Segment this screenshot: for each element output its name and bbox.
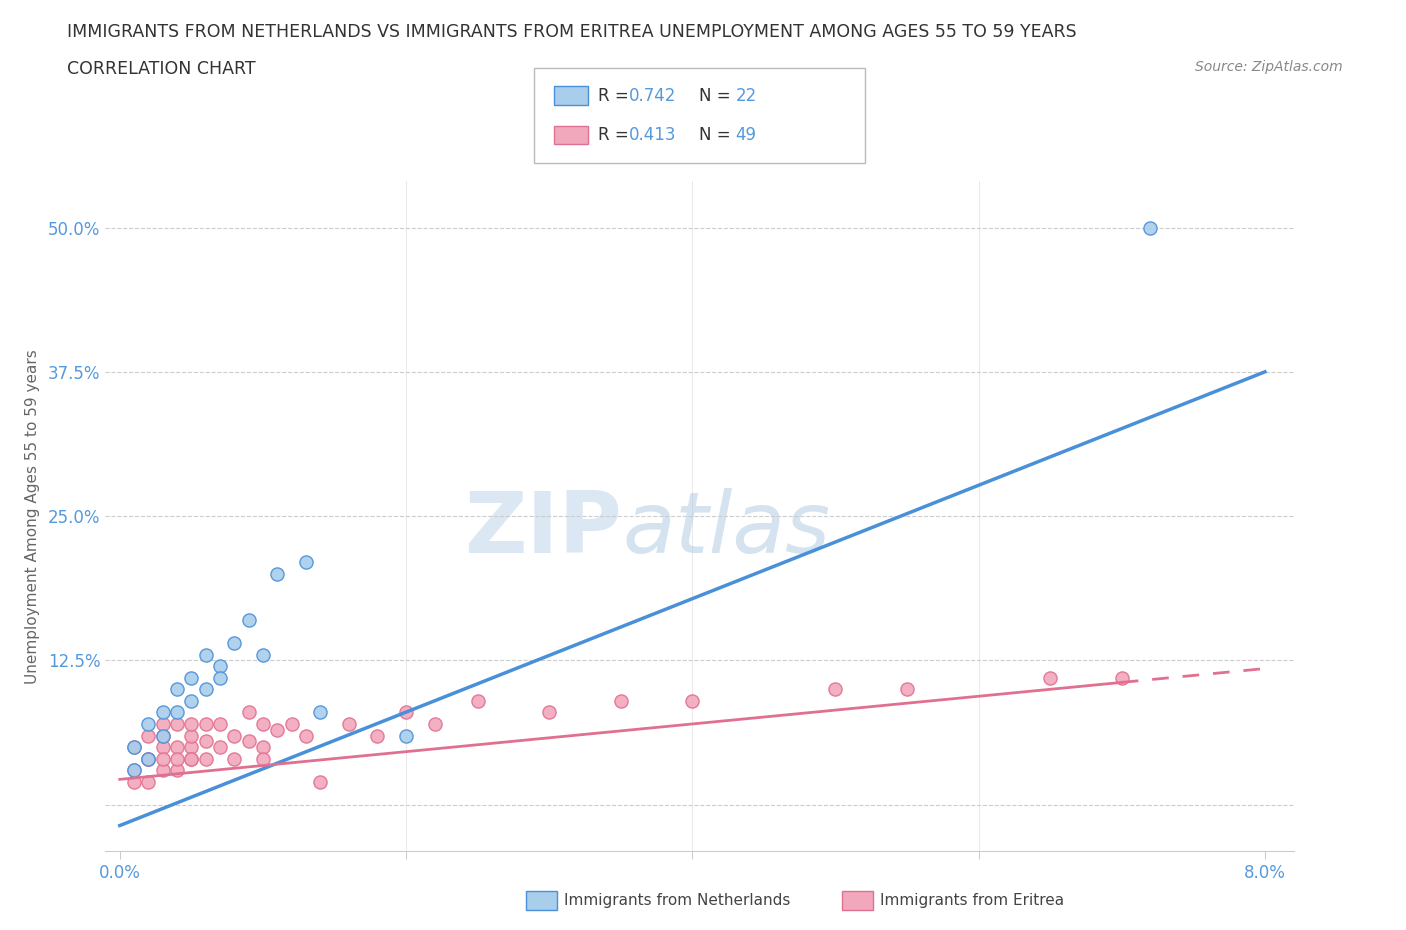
Point — [180, 728, 202, 743]
Point — [166, 751, 188, 766]
Point — [138, 775, 160, 790]
Text: Source: ZipAtlas.com: Source: ZipAtlas.com — [1195, 60, 1343, 74]
Point — [1111, 671, 1133, 685]
Text: atlas: atlas — [623, 488, 831, 571]
Point — [122, 763, 145, 777]
Point — [166, 716, 188, 731]
Point — [208, 739, 231, 754]
Point — [467, 694, 489, 709]
Point — [208, 671, 231, 685]
Point — [152, 705, 174, 720]
Text: Immigrants from Eritrea: Immigrants from Eritrea — [880, 893, 1064, 908]
Point — [166, 739, 188, 754]
Text: N =: N = — [699, 86, 735, 105]
Point — [824, 682, 846, 697]
Point — [295, 728, 318, 743]
Point — [266, 723, 288, 737]
Point — [395, 705, 418, 720]
Point — [180, 694, 202, 709]
Point — [208, 716, 231, 731]
Point — [224, 728, 246, 743]
Point — [266, 566, 288, 581]
Point — [152, 751, 174, 766]
Point — [395, 728, 418, 743]
Point — [122, 763, 145, 777]
Point — [252, 647, 274, 662]
Point — [252, 739, 274, 754]
Text: R =: R = — [598, 126, 634, 144]
Point — [423, 716, 446, 731]
Point — [152, 763, 174, 777]
Point — [224, 636, 246, 651]
Point — [122, 775, 145, 790]
Point — [138, 728, 160, 743]
Text: ZIP: ZIP — [464, 488, 623, 571]
Point — [138, 751, 160, 766]
Point — [152, 716, 174, 731]
Text: Immigrants from Netherlands: Immigrants from Netherlands — [564, 893, 790, 908]
Point — [896, 682, 918, 697]
Point — [166, 705, 188, 720]
Text: N =: N = — [699, 126, 735, 144]
Text: 0.413: 0.413 — [628, 126, 676, 144]
Text: R =: R = — [598, 86, 634, 105]
Point — [180, 671, 202, 685]
Text: CORRELATION CHART: CORRELATION CHART — [67, 60, 256, 78]
Point — [252, 751, 274, 766]
Point — [610, 694, 633, 709]
Point — [309, 705, 332, 720]
Point — [152, 728, 174, 743]
Point — [138, 716, 160, 731]
Point — [194, 716, 217, 731]
Point — [194, 734, 217, 749]
Point — [180, 739, 202, 754]
Point — [194, 682, 217, 697]
Point — [180, 716, 202, 731]
Text: IMMIGRANTS FROM NETHERLANDS VS IMMIGRANTS FROM ERITREA UNEMPLOYMENT AMONG AGES 5: IMMIGRANTS FROM NETHERLANDS VS IMMIGRANT… — [67, 23, 1077, 41]
Point — [238, 705, 260, 720]
Point — [309, 775, 332, 790]
Point — [166, 682, 188, 697]
Point — [238, 734, 260, 749]
Point — [194, 751, 217, 766]
Point — [224, 751, 246, 766]
Point — [208, 658, 231, 673]
Point — [1139, 220, 1161, 235]
Point — [138, 751, 160, 766]
Point — [1039, 671, 1062, 685]
Point — [180, 751, 202, 766]
Text: 0.742: 0.742 — [628, 86, 676, 105]
Point — [194, 647, 217, 662]
Point — [180, 751, 202, 766]
Point — [280, 716, 302, 731]
Text: 49: 49 — [735, 126, 756, 144]
Point — [122, 739, 145, 754]
Point — [152, 728, 174, 743]
Text: 22: 22 — [735, 86, 756, 105]
Point — [681, 694, 703, 709]
Point — [337, 716, 360, 731]
Point — [152, 739, 174, 754]
Point — [252, 716, 274, 731]
Point — [138, 751, 160, 766]
Point — [122, 739, 145, 754]
Point — [366, 728, 388, 743]
Point — [166, 763, 188, 777]
Y-axis label: Unemployment Among Ages 55 to 59 years: Unemployment Among Ages 55 to 59 years — [25, 349, 39, 684]
Point — [295, 555, 318, 570]
Point — [538, 705, 561, 720]
Point — [238, 613, 260, 628]
